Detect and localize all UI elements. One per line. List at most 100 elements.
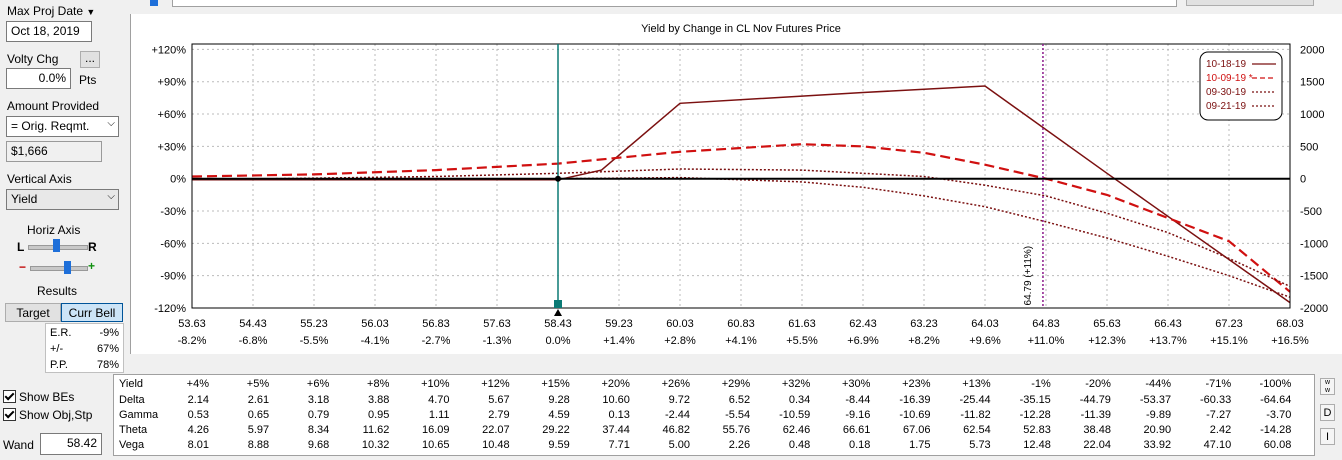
volty-chg-label: Volty Chg (7, 52, 59, 66)
x-pct-tick-label: +2.8% (664, 335, 696, 347)
greek-cell: 33.92 (1144, 439, 1172, 451)
y-left-tick-label: +60% (158, 109, 187, 121)
greek-cell: 9.28 (548, 394, 569, 406)
greek-cell: 8.88 (248, 439, 269, 451)
series-line (191, 168, 1291, 288)
x-pct-tick-label: +8.2% (908, 335, 940, 347)
greek-cell: +29% (722, 378, 751, 390)
greek-row-label: Gamma (119, 409, 159, 421)
pp-label: P.P. (50, 359, 68, 371)
greek-cell: -1% (1031, 378, 1051, 390)
greek-cell: +13% (962, 378, 991, 390)
max-proj-date-field[interactable]: Oct 18, 2019 (6, 21, 92, 42)
y-right-tick-label: -500 (1300, 206, 1322, 218)
slider-l-label: L (17, 240, 25, 254)
greek-cell: -44.79 (1080, 394, 1111, 406)
greek-cell: 0.34 (789, 394, 810, 406)
greek-cell: -2.44 (665, 409, 690, 421)
greek-cell: 6.52 (729, 394, 750, 406)
x-tick-label: 67.23 (1215, 318, 1243, 330)
greek-cell: 46.82 (663, 424, 691, 436)
y-right-tick-label: -1000 (1300, 238, 1328, 250)
greek-cell: 22.04 (1083, 439, 1111, 451)
greek-cell: 2.61 (248, 394, 269, 406)
y-left-tick-label: +90% (158, 77, 187, 89)
greek-cell: 0.53 (188, 409, 209, 421)
greek-cell: -9.89 (1146, 409, 1171, 421)
show-obj-checkbox[interactable]: Show Obj,Stp (3, 408, 92, 422)
greek-cell: 38.48 (1083, 424, 1111, 436)
greek-cell: +5% (247, 378, 270, 390)
volty-chg-input[interactable]: 0.0% (6, 68, 71, 89)
grid (191, 44, 1291, 309)
greek-cell: 55.76 (723, 424, 751, 436)
greek-cell: +15% (541, 378, 570, 390)
volty-unit: Pts (79, 73, 97, 87)
axes: 53.63 -8.2% 54.43 -6.8% 55.23 -5.5% 56.03 -4.1%… (151, 43, 1328, 347)
greek-cell: 62.46 (783, 424, 811, 436)
amount-provided-select[interactable]: = Orig. Reqmt. ⌵ (6, 116, 119, 137)
y-right-tick-label: 1000 (1300, 109, 1324, 121)
curr-bell-button[interactable]: Curr Bell (61, 303, 123, 322)
max-proj-date-label[interactable]: Max Proj Date ▼ (7, 4, 95, 18)
x-pct-tick-label: +6.9% (847, 335, 879, 347)
series-line (191, 176, 1291, 298)
greek-cell: +10% (421, 378, 450, 390)
greek-cell: +6% (307, 378, 330, 390)
wand-input[interactable]: 58.42 (40, 433, 102, 455)
chart-legend[interactable]: 10-18-19 10-09-19 * 09-30-19 09-21-19 (1199, 51, 1283, 121)
greek-cell: 0.65 (248, 409, 269, 421)
greek-cell: 12.48 (1023, 439, 1051, 451)
d-button[interactable]: D (1320, 404, 1335, 421)
greek-row-label: Theta (119, 424, 148, 436)
greek-cell: 52.83 (1023, 424, 1051, 436)
greek-cell: +30% (842, 378, 871, 390)
greek-cell: -12.28 (1020, 409, 1051, 421)
greek-cell: 3.88 (368, 394, 389, 406)
y-right-tick-label: 1500 (1300, 77, 1324, 89)
toolbar-input[interactable] (172, 0, 1177, 7)
zoom-slider-thumb[interactable] (64, 261, 71, 274)
greek-cell: -100% (1260, 378, 1292, 390)
x-tick-label: 56.03 (361, 318, 389, 330)
greek-cell: 20.90 (1144, 424, 1172, 436)
y-left-tick-label: +120% (151, 44, 186, 56)
x-tick-label: 55.23 (300, 318, 328, 330)
x-tick-label: 57.63 (483, 318, 511, 330)
vertical-axis-label: Vertical Axis (7, 172, 72, 186)
y-left-tick-label: +30% (158, 141, 187, 153)
x-pct-tick-label: +16.5% (1271, 335, 1309, 347)
greek-cell: -11.39 (1081, 409, 1111, 421)
pm-label: +/- (50, 343, 64, 355)
toolbar-button[interactable] (1186, 0, 1314, 6)
greek-cell: -53.37 (1140, 394, 1171, 406)
x-tick-label: 53.63 (178, 318, 206, 330)
y-left-tick-label: -60% (160, 238, 186, 250)
x-tick-label: 66.43 (1154, 318, 1182, 330)
greek-cell: -44% (1145, 378, 1171, 390)
x-pct-tick-label: -2.7% (422, 335, 451, 347)
legend-label: 09-30-19 (1206, 87, 1246, 98)
toolbar-slider-thumb[interactable] (150, 0, 158, 6)
legend-label: 10-09-19 * (1206, 73, 1253, 84)
x-pct-tick-label: +5.5% (786, 335, 818, 347)
greek-cell: 2.26 (729, 439, 750, 451)
chart-title: Yield by Change in CL Nov Futures Price (641, 23, 841, 35)
greeks-table: Yield Delta Gamma Theta Vega +4% 2.14 0.53 4.26 8… (113, 374, 1315, 456)
i-button[interactable]: I (1320, 428, 1335, 445)
greek-cell: 5.67 (488, 394, 509, 406)
horiz-axis-slider-thumb[interactable] (53, 239, 60, 252)
volty-ellipsis-button[interactable]: ... (80, 51, 100, 68)
greek-cell: +12% (481, 378, 510, 390)
show-bes-checkbox[interactable]: Show BEs (3, 390, 74, 404)
zoom-slider-track[interactable] (30, 266, 88, 271)
greek-cell: 0.95 (368, 409, 389, 421)
vertical-axis-select[interactable]: Yield ⌵ (6, 189, 119, 210)
target-button[interactable]: Target (5, 303, 61, 322)
current-price-point (555, 175, 561, 182)
wand-label: Wand (3, 438, 34, 452)
greek-cell: +26% (662, 378, 691, 390)
amount-provided-value: = Orig. Reqmt. (11, 119, 90, 133)
x-pct-tick-label: -8.2% (178, 335, 207, 347)
